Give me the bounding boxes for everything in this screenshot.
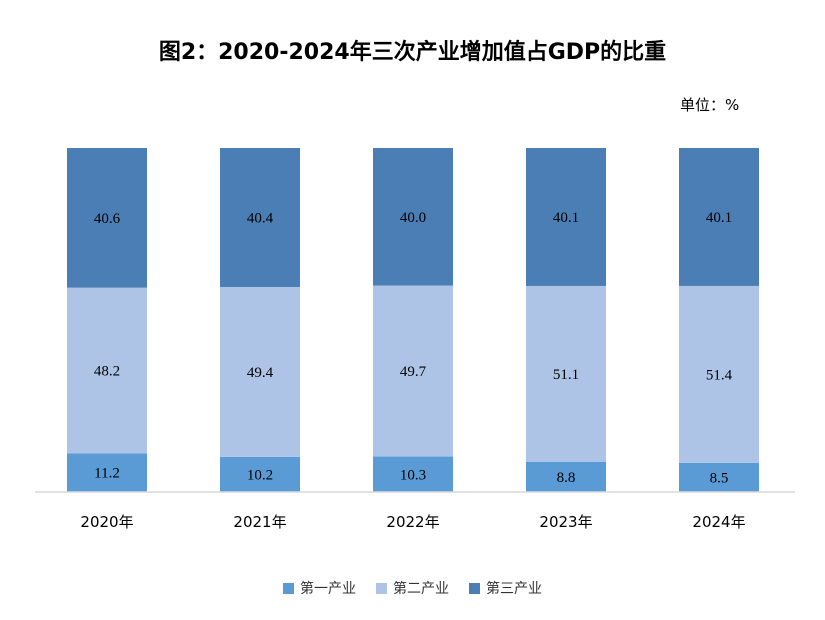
- bar-secondary-4: [679, 285, 759, 463]
- bar-tertiary-3: [526, 148, 606, 286]
- data-label-primary-4: 8.5: [710, 470, 729, 486]
- bar-tertiary-0: [67, 148, 147, 288]
- bar-tertiary-4: [679, 148, 759, 286]
- x-tick-label-4: 2024年: [692, 513, 745, 531]
- legend-label-primary: 第一产业: [300, 581, 356, 597]
- legend-item-tertiary: 第三产业: [469, 578, 542, 598]
- bar-tertiary-2: [373, 148, 453, 286]
- ticks-layer: 2020年 2021年 2022年 2023年 2024年: [80, 513, 745, 531]
- bar-secondary-0: [67, 287, 147, 454]
- chart-title: 图2：2020-2024年三次产业增加值占GDP的比重: [158, 40, 667, 65]
- legend-swatch-tertiary: [469, 582, 480, 594]
- data-label-secondary-4: 51.4: [706, 367, 733, 383]
- labels-layer: 11.2 48.2 40.6 10.2 49.4 40.4 10.3 49.7 40.0 8.8 5…: [94, 210, 733, 487]
- bar-tertiary-1: [220, 148, 300, 287]
- x-tick-label-3: 2023年: [539, 513, 592, 531]
- bar-primary-0: [67, 453, 147, 492]
- bar-secondary-1: [220, 286, 300, 457]
- legend: 第一产业 第二产业 第三产业: [0, 578, 825, 598]
- bar-primary-1: [220, 456, 300, 492]
- x-tick-label-1: 2021年: [233, 513, 286, 531]
- data-label-primary-1: 10.2: [247, 467, 273, 483]
- legend-swatch-secondary: [376, 582, 387, 594]
- data-label-primary-3: 8.8: [557, 470, 576, 486]
- bar-primary-4: [679, 462, 759, 492]
- data-label-primary-2: 10.3: [400, 467, 426, 483]
- data-label-secondary-2: 49.7: [400, 364, 427, 380]
- data-label-primary-0: 11.2: [94, 466, 120, 482]
- data-label-tertiary-2: 40.0: [400, 210, 426, 226]
- legend-swatch-primary: [283, 582, 294, 594]
- unit-label: 单位：%: [680, 96, 740, 114]
- data-label-tertiary-1: 40.4: [247, 210, 274, 226]
- x-tick-label-2: 2022年: [386, 513, 439, 531]
- legend-label-secondary: 第二产业: [393, 581, 449, 597]
- bar-primary-3: [526, 461, 606, 492]
- bar-secondary-3: [526, 285, 606, 462]
- bars-layer: [67, 148, 759, 492]
- data-label-tertiary-0: 40.6: [94, 211, 121, 227]
- data-label-secondary-3: 51.1: [553, 367, 579, 383]
- bar-primary-2: [373, 456, 453, 492]
- data-label-tertiary-3: 40.1: [553, 210, 579, 226]
- bar-secondary-2: [373, 285, 453, 457]
- x-tick-label-0: 2020年: [80, 513, 133, 531]
- legend-item-secondary: 第二产业: [376, 578, 449, 598]
- data-label-secondary-1: 49.4: [247, 365, 274, 381]
- legend-label-tertiary: 第三产业: [486, 581, 542, 597]
- legend-item-primary: 第一产业: [283, 578, 356, 598]
- data-label-secondary-0: 48.2: [94, 364, 120, 380]
- data-label-tertiary-4: 40.1: [706, 210, 732, 226]
